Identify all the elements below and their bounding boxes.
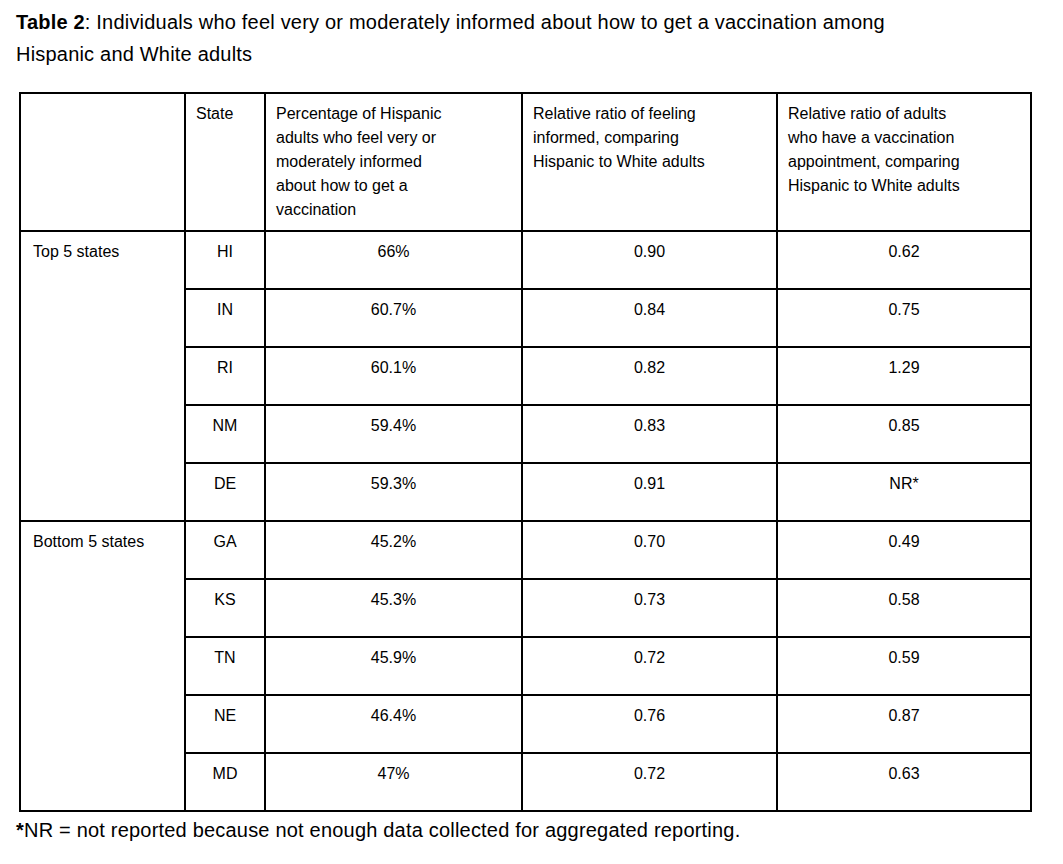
ratio-appointment-cell: 0.75 xyxy=(777,289,1031,347)
col-header-state: State xyxy=(185,93,265,231)
state-cell: NM xyxy=(185,405,265,463)
col-header-ratio-informed-label: Relative ratio of feeling informed, comp… xyxy=(533,102,723,174)
percentage-cell: 45.3% xyxy=(265,579,522,637)
ratio-informed-cell: 0.73 xyxy=(522,579,777,637)
state-cell: TN xyxy=(185,637,265,695)
ratio-appointment-cell: 0.49 xyxy=(777,521,1031,579)
footnote: *NR = not reported because not enough da… xyxy=(16,815,1063,845)
ratio-appointment-cell: 1.29 xyxy=(777,347,1031,405)
table-title-label: Table 2 xyxy=(16,11,85,33)
ratio-informed-cell: 0.70 xyxy=(522,521,777,579)
document-page: Table 2: Individuals who feel very or mo… xyxy=(0,0,1063,864)
group-label-cell-top5: Top 5 states xyxy=(20,231,185,521)
state-cell: RI xyxy=(185,347,265,405)
percentage-cell: 66% xyxy=(265,231,522,289)
ratio-appointment-cell: 0.85 xyxy=(777,405,1031,463)
ratio-appointment-cell: 0.62 xyxy=(777,231,1031,289)
footnote-marker: * xyxy=(16,819,24,841)
ratio-appointment-cell: 0.58 xyxy=(777,579,1031,637)
state-cell: MD xyxy=(185,753,265,811)
percentage-cell: 60.7% xyxy=(265,289,522,347)
state-cell: DE xyxy=(185,463,265,521)
ratio-appointment-cell: 0.87 xyxy=(777,695,1031,753)
table-row: Bottom 5 states GA 45.2% 0.70 0.49 xyxy=(20,521,1031,579)
col-header-ratio-informed: Relative ratio of feeling informed, comp… xyxy=(522,93,777,231)
footnote-text: NR = not reported because not enough dat… xyxy=(24,819,740,841)
state-cell: IN xyxy=(185,289,265,347)
col-header-state-label: State xyxy=(196,102,254,126)
state-cell: NE xyxy=(185,695,265,753)
ratio-informed-cell: 0.83 xyxy=(522,405,777,463)
state-cell: KS xyxy=(185,579,265,637)
percentage-cell: 45.9% xyxy=(265,637,522,695)
ratio-informed-cell: 0.91 xyxy=(522,463,777,521)
ratio-appointment-cell: 0.63 xyxy=(777,753,1031,811)
ratio-appointment-cell: 0.59 xyxy=(777,637,1031,695)
percentage-cell: 59.3% xyxy=(265,463,522,521)
col-header-percentage-informed: Percentage of Hispanic adults who feel v… xyxy=(265,93,522,231)
col-header-ratio-appointment-label: Relative ratio of adults who have a vacc… xyxy=(788,102,978,198)
ratio-informed-cell: 0.72 xyxy=(522,637,777,695)
table-2: State Percentage of Hispanic adults who … xyxy=(19,92,1032,812)
corner-cell xyxy=(20,93,185,231)
state-cell: HI xyxy=(185,231,265,289)
table-title: Table 2: Individuals who feel very or mo… xyxy=(16,6,961,70)
percentage-cell: 59.4% xyxy=(265,405,522,463)
col-header-percentage-label: Percentage of Hispanic adults who feel v… xyxy=(276,102,466,222)
header-row: State Percentage of Hispanic adults who … xyxy=(20,93,1031,231)
percentage-cell: 46.4% xyxy=(265,695,522,753)
table-title-text: : Individuals who feel very or moderatel… xyxy=(16,11,885,65)
ratio-informed-cell: 0.82 xyxy=(522,347,777,405)
percentage-cell: 47% xyxy=(265,753,522,811)
percentage-cell: 60.1% xyxy=(265,347,522,405)
table-row: Top 5 states HI 66% 0.90 0.62 xyxy=(20,231,1031,289)
ratio-appointment-cell: NR* xyxy=(777,463,1031,521)
col-header-ratio-appointment: Relative ratio of adults who have a vacc… xyxy=(777,93,1031,231)
ratio-informed-cell: 0.72 xyxy=(522,753,777,811)
ratio-informed-cell: 0.76 xyxy=(522,695,777,753)
percentage-cell: 45.2% xyxy=(265,521,522,579)
ratio-informed-cell: 0.90 xyxy=(522,231,777,289)
group-label-cell-bottom5: Bottom 5 states xyxy=(20,521,185,811)
ratio-informed-cell: 0.84 xyxy=(522,289,777,347)
state-cell: GA xyxy=(185,521,265,579)
